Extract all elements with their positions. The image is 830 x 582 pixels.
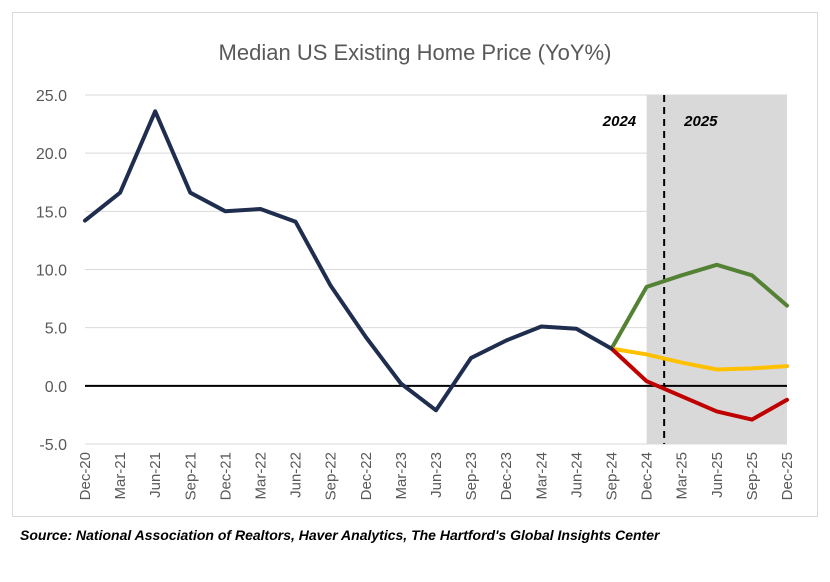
plot-area: -5.0 0.0 5.0 10.0 15.0 20.0 25.0 2024 2025 Dec-20… bbox=[36, 88, 796, 500]
x-tick-label: Dec-24 bbox=[639, 452, 656, 500]
x-tick-label: Mar-21 bbox=[112, 452, 129, 500]
x-tick-label: Sep-21 bbox=[182, 452, 199, 500]
x-tick-label: Dec-25 bbox=[779, 452, 796, 500]
y-tick-label: -5.0 bbox=[39, 437, 67, 454]
y-tick-label: 0.0 bbox=[45, 379, 67, 396]
series-line bbox=[83, 109, 614, 413]
y-tick-label: 15.0 bbox=[36, 204, 67, 221]
y-tick-label: 20.0 bbox=[36, 146, 67, 163]
x-tick-label: Dec-20 bbox=[77, 452, 94, 500]
x-tick-label: Jun-25 bbox=[709, 452, 726, 498]
series-line bbox=[609, 346, 789, 372]
series-line bbox=[609, 262, 789, 351]
x-tick-label: Jun-21 bbox=[147, 452, 164, 498]
x-tick-label: Dec-22 bbox=[358, 452, 375, 500]
x-tick-label: Sep-25 bbox=[744, 452, 761, 500]
x-tick-label: Dec-21 bbox=[217, 452, 234, 500]
x-tick-label: Jun-24 bbox=[568, 452, 585, 498]
x-tick-label: Mar-24 bbox=[533, 452, 550, 500]
x-tick-label: Sep-23 bbox=[463, 452, 480, 500]
y-tick-label: 5.0 bbox=[45, 321, 67, 338]
x-tick-label: Sep-24 bbox=[604, 452, 621, 500]
x-tick-label: Dec-23 bbox=[498, 452, 515, 500]
series-line bbox=[609, 346, 789, 422]
x-tick-label: Mar-25 bbox=[674, 452, 691, 500]
chart-title: Median US Existing Home Price (YoY%) bbox=[219, 40, 612, 65]
x-tick-label: Mar-23 bbox=[393, 452, 410, 500]
source-note: Source: National Association of Realtors… bbox=[20, 527, 660, 543]
y-tick-label: 10.0 bbox=[36, 263, 67, 280]
x-tick-label: Sep-22 bbox=[323, 452, 340, 500]
y-tick-label: 25.0 bbox=[36, 88, 67, 105]
x-tick-label: Jun-23 bbox=[428, 452, 445, 498]
annotation-2025: 2025 bbox=[683, 113, 718, 130]
x-tick-label: Mar-22 bbox=[253, 452, 270, 500]
annotation-2024: 2024 bbox=[602, 113, 637, 130]
x-tick-label: Jun-22 bbox=[288, 452, 305, 498]
